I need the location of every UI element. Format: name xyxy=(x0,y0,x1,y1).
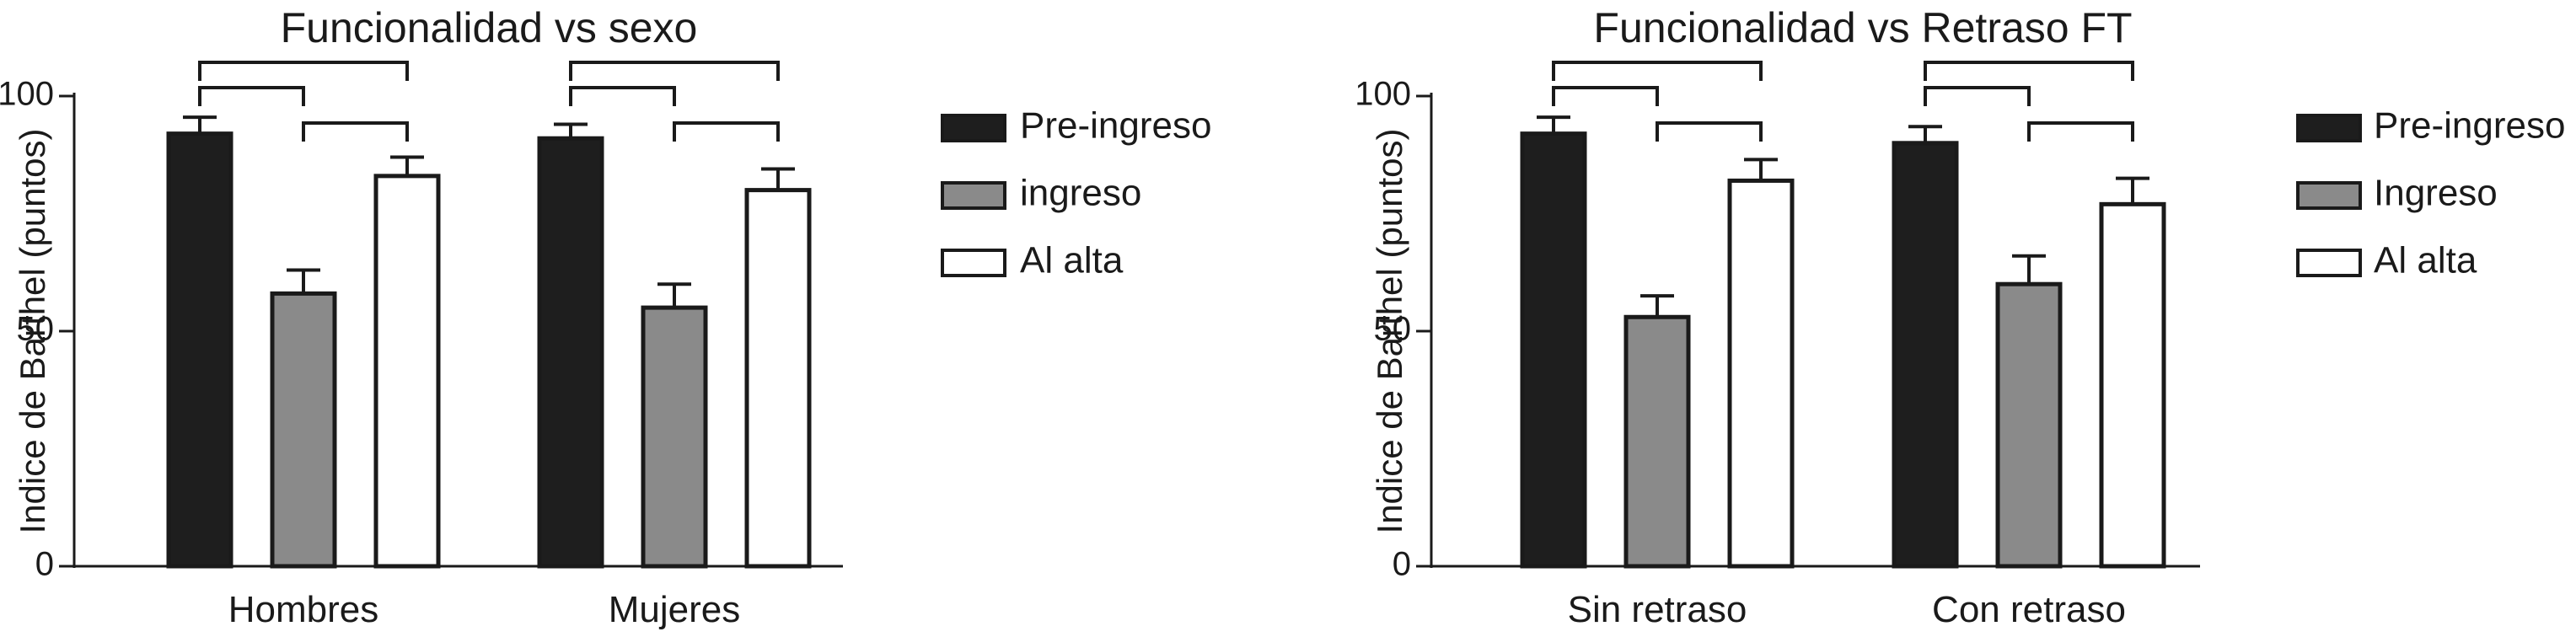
bar-al-alta-con-retraso xyxy=(2099,201,2166,569)
legend-swatch xyxy=(2296,181,2362,210)
bar-al-alta-sin-retraso xyxy=(1727,178,1795,569)
bar-pre-ingreso-con-retraso xyxy=(1892,141,1959,569)
legend-label: ingreso xyxy=(1020,173,1141,214)
significance-bracket xyxy=(2027,121,2134,142)
chart-panel-1: Funcionalidad vs sexo Indice de Barthel (… xyxy=(0,4,1211,630)
y-tick-label: 50 xyxy=(1374,311,1412,348)
legend-label: Pre-ingreso xyxy=(2374,105,2565,147)
bar-pre-ingreso-mujeres xyxy=(537,136,604,569)
significance-bracket xyxy=(569,86,676,106)
bar-al-alta-mujeres xyxy=(744,188,812,569)
significance-bracket xyxy=(673,121,780,142)
legend-swatch xyxy=(2296,249,2362,277)
y-tick-label: 50 xyxy=(17,311,55,348)
significance-bracket xyxy=(198,86,305,106)
bar-pre-ingreso-hombres xyxy=(166,131,233,569)
x-category-label: Sin retraso xyxy=(1568,589,1747,630)
y-tick-label: 0 xyxy=(35,546,54,583)
legend-label: Ingreso xyxy=(2374,173,2498,214)
x-category-label: Mujeres xyxy=(609,589,741,630)
y-tick-label: 0 xyxy=(1393,546,1411,583)
x-category-label: Con retraso xyxy=(1932,589,2126,630)
bar-ingreso-mujeres xyxy=(641,305,708,569)
significance-bracket xyxy=(198,61,409,81)
significance-bracket xyxy=(302,121,409,142)
x-category-label: Hombres xyxy=(228,589,379,630)
bar-ingreso-con-retraso xyxy=(1995,281,2063,569)
significance-bracket xyxy=(1924,86,2031,106)
y-axis-label: Indice de Barthel (puntos) xyxy=(13,129,52,534)
legend-swatch xyxy=(941,249,1006,277)
bar-ingreso-sin-retraso xyxy=(1623,314,1691,569)
bar-al-alta-hombres xyxy=(373,174,441,569)
legend-swatch xyxy=(941,181,1006,210)
legend-swatch xyxy=(941,114,1006,142)
bar-pre-ingreso-sin-retraso xyxy=(1520,131,1587,569)
y-tick-label: 100 xyxy=(1355,76,1411,113)
chart-panel-2: Funcionalidad vs Retraso FT Indice de Bar… xyxy=(1355,4,2565,630)
chart-title: Funcionalidad vs Retraso FT xyxy=(1593,4,2132,51)
bar-ingreso-hombres xyxy=(270,291,337,569)
y-tick-label: 100 xyxy=(0,76,54,113)
legend-swatch xyxy=(2296,114,2362,142)
significance-bracket xyxy=(1924,61,2134,81)
chart-title: Funcionalidad vs sexo xyxy=(281,4,698,51)
legend-label: Al alta xyxy=(1020,240,1124,281)
y-axis-label: Indice de Barthel (puntos) xyxy=(1370,129,1409,534)
significance-bracket xyxy=(1552,61,1763,81)
significance-bracket xyxy=(569,61,780,81)
legend-label: Al alta xyxy=(2374,240,2477,281)
significance-bracket xyxy=(1552,86,1659,106)
legend-label: Pre-ingreso xyxy=(1020,105,1211,147)
significance-bracket xyxy=(1656,121,1763,142)
